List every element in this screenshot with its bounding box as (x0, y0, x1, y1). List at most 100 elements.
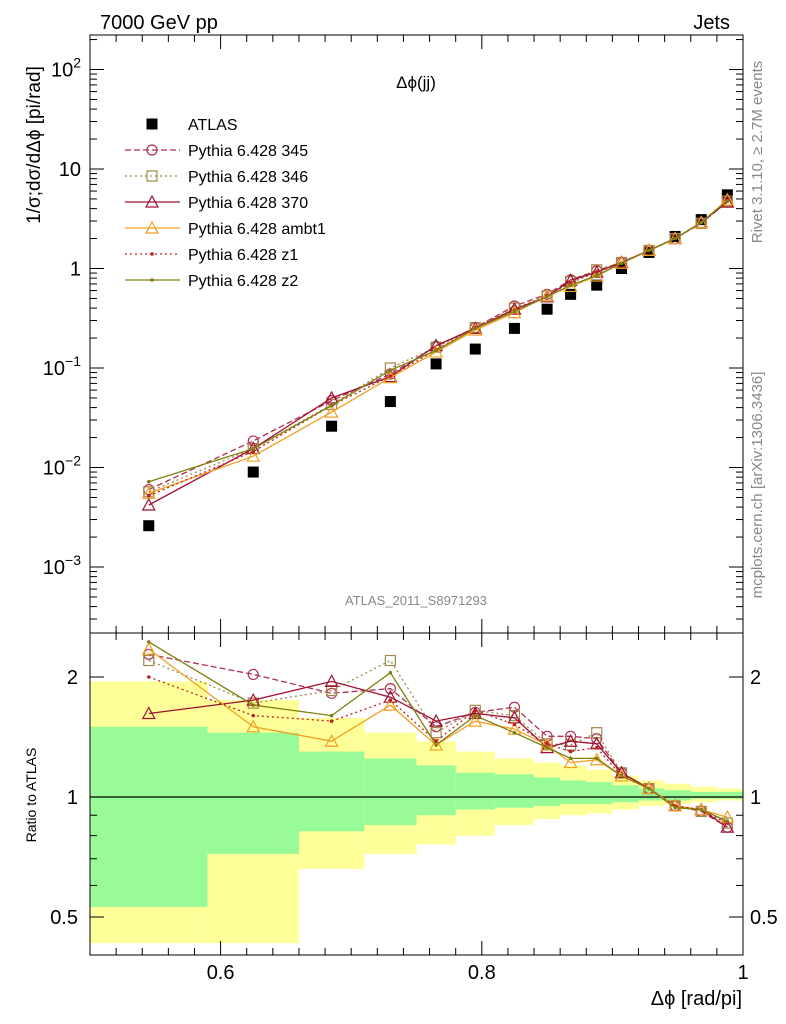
data-point (589, 268, 604, 282)
ratio-content (90, 640, 743, 944)
data-point (614, 255, 629, 269)
ratio-point (251, 703, 256, 707)
ratio-point (329, 713, 334, 718)
legend-marker (144, 220, 160, 234)
series-0 (143, 189, 733, 532)
ratio-point (568, 756, 573, 761)
series-line (148, 200, 728, 497)
data-point (695, 217, 707, 229)
ratio-y-tick-label: 0.5 (50, 907, 78, 929)
green-band-bin (716, 791, 743, 799)
legend-entry: Pythia 6.428 345 (125, 143, 308, 160)
ratio-point (512, 722, 517, 727)
legend-marker (146, 118, 158, 130)
data-point (699, 220, 704, 225)
ratio-point (383, 697, 398, 711)
ratio-point (247, 668, 259, 681)
data-point (643, 246, 655, 258)
ratio-point (146, 675, 151, 679)
data-point (512, 309, 517, 314)
green-band-bin (455, 772, 495, 810)
data-point (384, 396, 396, 408)
data-point (541, 303, 553, 315)
data-point (695, 214, 707, 226)
ratio-point (388, 698, 393, 702)
data-point (619, 261, 624, 266)
ratio-y-tick-label-right: 0.5 (750, 907, 778, 929)
header-left: 7000 GeV pp (100, 12, 218, 34)
y-tick-exponent: 2 (73, 55, 81, 71)
data-point (694, 215, 709, 229)
ratio-point (329, 719, 334, 723)
series-3 (141, 194, 735, 511)
ratio-point (563, 733, 578, 747)
green-band-bin (560, 780, 587, 805)
ratio-point (383, 689, 398, 703)
legend-label: Pythia 6.428 370 (188, 195, 308, 212)
data-point (568, 283, 573, 287)
ratio-point (545, 745, 549, 750)
series-2 (143, 195, 733, 498)
ratio-point (326, 684, 338, 697)
y-tick-label: 102 (51, 55, 81, 82)
ratio-point (468, 706, 483, 720)
ratio-point (143, 654, 155, 667)
data-point (247, 435, 259, 447)
ratio-point (251, 713, 256, 718)
ratio-point (473, 708, 478, 713)
data-point (143, 520, 155, 532)
data-point (146, 493, 151, 498)
plot-title: Δϕ(jj) (396, 73, 436, 92)
legend-label: Pythia 6.428 z2 (188, 273, 298, 290)
data-point (591, 279, 603, 291)
y-tick-label: 10−1 (43, 353, 81, 380)
series-line (148, 201, 728, 491)
legend-marker (150, 278, 154, 282)
green-band-bin (416, 765, 456, 816)
ratio-point (434, 743, 438, 747)
header-right: Jets (693, 12, 730, 34)
ratio-point (594, 745, 599, 750)
data-point (669, 230, 681, 242)
legend-entry: Pythia 6.428 370 (125, 194, 308, 212)
y-tick-label: 10 (59, 159, 81, 181)
green-band-bin (664, 790, 691, 801)
ratio-point (324, 674, 339, 687)
legend-marker (146, 170, 158, 182)
rivet-label: Rivet 3.1.10, ≥ 2.7M events (749, 61, 766, 244)
y-tick-exponent: −2 (65, 453, 81, 469)
y-tick-label: 1 (70, 259, 81, 281)
ratio-y-tick-label: 2 (67, 667, 78, 689)
data-point (545, 294, 549, 299)
ratio-point (673, 805, 677, 810)
ratio-point (384, 683, 396, 695)
ratio-point (725, 819, 730, 823)
green-band-bin (690, 791, 717, 799)
green-band-bin (207, 732, 299, 854)
ratio-point (647, 786, 651, 791)
data-point (326, 398, 338, 411)
x-axis-label: Δϕ [rad/pi] (651, 988, 742, 1010)
data-point (324, 390, 339, 404)
green-band-bin (586, 782, 613, 805)
legend-label: Pythia 6.428 ambt1 (188, 221, 326, 238)
y-tick-exponent: −1 (65, 353, 81, 369)
green-band-bin (638, 788, 665, 801)
ratio-y-axis-label: Ratio to ATLAS (23, 748, 39, 843)
green-band-bin (494, 774, 535, 808)
ratio-point (563, 755, 578, 769)
data-point (668, 231, 683, 245)
ratio-y-tick-label: 1 (67, 787, 78, 809)
ratio-point (545, 741, 549, 746)
ratio-series-line (148, 676, 728, 824)
data-point (326, 420, 338, 432)
data-point (388, 374, 393, 378)
data-point (324, 404, 339, 418)
ratio-point (434, 739, 438, 744)
main-plot-area (141, 189, 735, 532)
data-point (641, 243, 656, 257)
data-point (434, 348, 438, 353)
ratio-frame (89, 632, 744, 956)
ratio-point (146, 640, 151, 644)
